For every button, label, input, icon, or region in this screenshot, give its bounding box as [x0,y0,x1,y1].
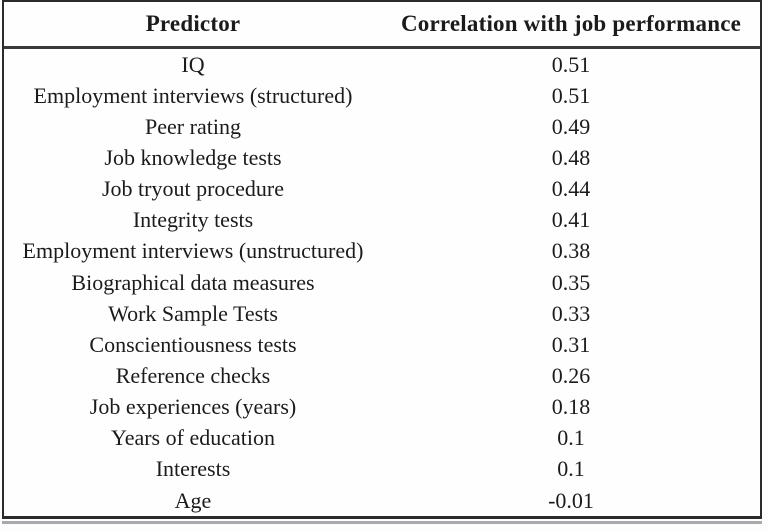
correlation-cell: 0.48 [551,144,591,170]
correlation-cell: 0.51 [551,51,591,77]
predictor-cell: Reference checks [115,362,271,388]
predictor-cell: Employment interviews (unstructured) [22,238,364,264]
correlation-cell: 0.49 [551,113,591,139]
table-row: Employment interviews (unstructured) 0.3… [4,236,760,267]
table-row: Peer rating 0.49 [4,111,760,142]
table-row: Work Sample Tests 0.33 [4,298,760,329]
predictor-cell: Job knowledge tests [104,144,282,170]
predictor-cell: Employment interviews (structured) [33,82,353,108]
predictor-cell: Biographical data measures [71,269,315,295]
correlation-cell: 0.26 [551,362,591,388]
bottom-secondary-rule [2,521,762,524]
predictor-cell: Job experiences (years) [89,394,297,420]
table-header: Predictor Correlation with job performan… [4,2,760,49]
table-row: Job experiences (years) 0.18 [4,392,760,423]
predictor-cell: Conscientiousness tests [89,331,297,357]
table-row: Age -0.01 [4,485,760,516]
correlation-cell: 0.41 [551,207,591,233]
table-row: Biographical data measures 0.35 [4,267,760,298]
correlation-cell: -0.01 [548,487,594,513]
column-header-correlation: Correlation with job performance [400,11,742,36]
predictor-cell: Job tryout procedure [101,176,285,202]
correlation-cell: 0.31 [551,331,591,357]
predictor-cell: Integrity tests [132,207,254,233]
predictors-table: Predictor Correlation with job performan… [2,0,762,519]
correlation-cell: 0.35 [551,269,591,295]
column-header-predictor: Predictor [145,11,241,36]
table-row: Years of education 0.1 [4,423,760,454]
correlation-cell: 0.44 [551,176,591,202]
table-row: Integrity tests 0.41 [4,205,760,236]
table-row: IQ 0.51 [4,49,760,80]
table-body: IQ 0.51 Employment interviews (structure… [4,49,760,516]
correlation-cell: 0.1 [557,456,585,482]
correlation-cell: 0.1 [557,425,585,451]
predictor-cell: IQ [181,51,205,77]
predictor-cell: Years of education [111,425,275,451]
predictor-cell: Age [174,487,212,513]
table-row: Reference checks 0.26 [4,360,760,391]
correlation-cell: 0.18 [551,394,591,420]
predictor-cell: Peer rating [145,113,241,139]
table-row: Conscientiousness tests 0.31 [4,329,760,360]
correlation-cell: 0.38 [551,238,591,264]
correlation-cell: 0.33 [551,300,591,326]
table-row: Employment interviews (structured) 0.51 [4,80,760,111]
table-row: Job tryout procedure 0.44 [4,174,760,205]
predictor-cell: Interests [155,456,231,482]
correlation-cell: 0.51 [551,82,591,108]
table-row: Job knowledge tests 0.48 [4,142,760,173]
table-row: Interests 0.1 [4,454,760,485]
predictor-cell: Work Sample Tests [108,300,278,326]
